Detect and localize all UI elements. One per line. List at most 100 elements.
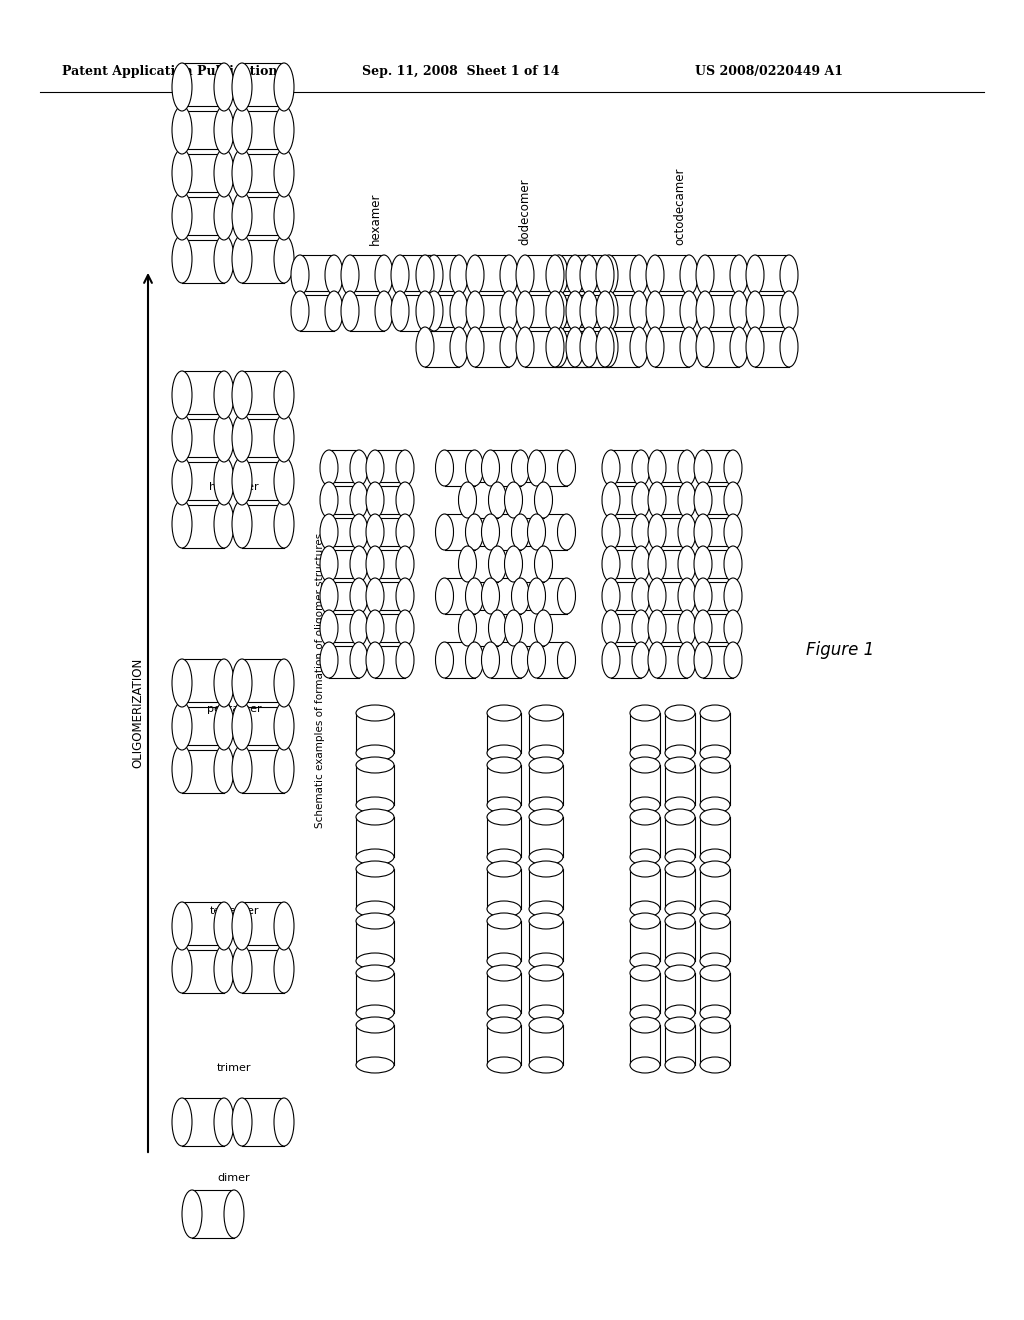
Text: octodecamer: octodecamer: [674, 168, 686, 246]
Ellipse shape: [630, 797, 660, 813]
Ellipse shape: [512, 642, 529, 678]
Ellipse shape: [319, 642, 338, 678]
Ellipse shape: [700, 861, 730, 876]
Bar: [182, 457, 224, 506]
Ellipse shape: [319, 546, 338, 582]
Ellipse shape: [632, 610, 650, 645]
Ellipse shape: [214, 500, 234, 548]
Ellipse shape: [466, 578, 483, 614]
Ellipse shape: [646, 327, 664, 367]
Ellipse shape: [291, 290, 309, 331]
Ellipse shape: [274, 414, 294, 462]
Bar: [350, 290, 384, 331]
Ellipse shape: [648, 450, 666, 486]
Ellipse shape: [680, 255, 698, 294]
Ellipse shape: [466, 255, 484, 294]
Ellipse shape: [700, 1016, 730, 1034]
Ellipse shape: [529, 861, 563, 876]
Ellipse shape: [700, 797, 730, 813]
Ellipse shape: [580, 327, 598, 367]
Bar: [703, 578, 733, 614]
Bar: [444, 642, 474, 678]
Ellipse shape: [396, 482, 414, 517]
Bar: [182, 63, 224, 111]
Bar: [700, 766, 730, 805]
Ellipse shape: [602, 642, 620, 678]
Ellipse shape: [700, 1005, 730, 1020]
Ellipse shape: [694, 642, 712, 678]
Ellipse shape: [602, 546, 620, 582]
Ellipse shape: [396, 642, 414, 678]
Ellipse shape: [529, 913, 563, 929]
Ellipse shape: [678, 482, 696, 517]
Ellipse shape: [425, 290, 443, 331]
Ellipse shape: [487, 849, 521, 865]
Bar: [487, 817, 521, 857]
Bar: [655, 290, 689, 331]
Text: dodecomer: dodecomer: [518, 178, 531, 246]
Ellipse shape: [678, 578, 696, 614]
Ellipse shape: [550, 327, 568, 367]
Ellipse shape: [505, 610, 522, 645]
Bar: [193, 1191, 234, 1238]
Bar: [300, 290, 334, 331]
Bar: [630, 766, 660, 805]
Bar: [537, 642, 566, 678]
Bar: [700, 1026, 730, 1065]
Ellipse shape: [630, 744, 660, 762]
Bar: [575, 327, 609, 367]
Bar: [525, 255, 559, 294]
Ellipse shape: [274, 945, 294, 993]
Bar: [630, 869, 660, 909]
Bar: [700, 921, 730, 961]
Ellipse shape: [356, 861, 394, 876]
Ellipse shape: [466, 513, 483, 550]
Ellipse shape: [550, 290, 568, 331]
Ellipse shape: [580, 255, 598, 294]
Bar: [182, 1098, 224, 1146]
Ellipse shape: [356, 1016, 394, 1034]
Ellipse shape: [214, 149, 234, 197]
Ellipse shape: [596, 255, 614, 294]
Bar: [425, 255, 459, 294]
Ellipse shape: [724, 578, 742, 614]
Ellipse shape: [694, 482, 712, 517]
Bar: [468, 546, 498, 582]
Ellipse shape: [214, 659, 234, 708]
Ellipse shape: [172, 235, 193, 282]
Bar: [657, 578, 687, 614]
Bar: [444, 513, 474, 550]
Ellipse shape: [516, 290, 534, 331]
Ellipse shape: [396, 450, 414, 486]
Ellipse shape: [694, 546, 712, 582]
Bar: [475, 255, 509, 294]
Ellipse shape: [527, 450, 546, 486]
Ellipse shape: [602, 450, 620, 486]
Bar: [575, 290, 609, 331]
Bar: [605, 255, 639, 294]
Ellipse shape: [172, 744, 193, 793]
Ellipse shape: [341, 290, 359, 331]
Ellipse shape: [678, 513, 696, 550]
Ellipse shape: [780, 327, 798, 367]
Ellipse shape: [665, 756, 695, 774]
Ellipse shape: [665, 1016, 695, 1034]
Ellipse shape: [648, 482, 666, 517]
Ellipse shape: [700, 913, 730, 929]
Ellipse shape: [694, 450, 712, 486]
Bar: [705, 255, 739, 294]
Bar: [242, 191, 284, 240]
Bar: [182, 659, 224, 708]
Ellipse shape: [512, 450, 529, 486]
Ellipse shape: [630, 953, 660, 969]
Ellipse shape: [730, 290, 748, 331]
Ellipse shape: [172, 902, 193, 950]
Ellipse shape: [232, 149, 252, 197]
Ellipse shape: [214, 1098, 234, 1146]
Ellipse shape: [481, 578, 500, 614]
Ellipse shape: [529, 797, 563, 813]
Ellipse shape: [630, 849, 660, 865]
Ellipse shape: [450, 290, 468, 331]
Bar: [242, 659, 284, 708]
Ellipse shape: [700, 809, 730, 825]
